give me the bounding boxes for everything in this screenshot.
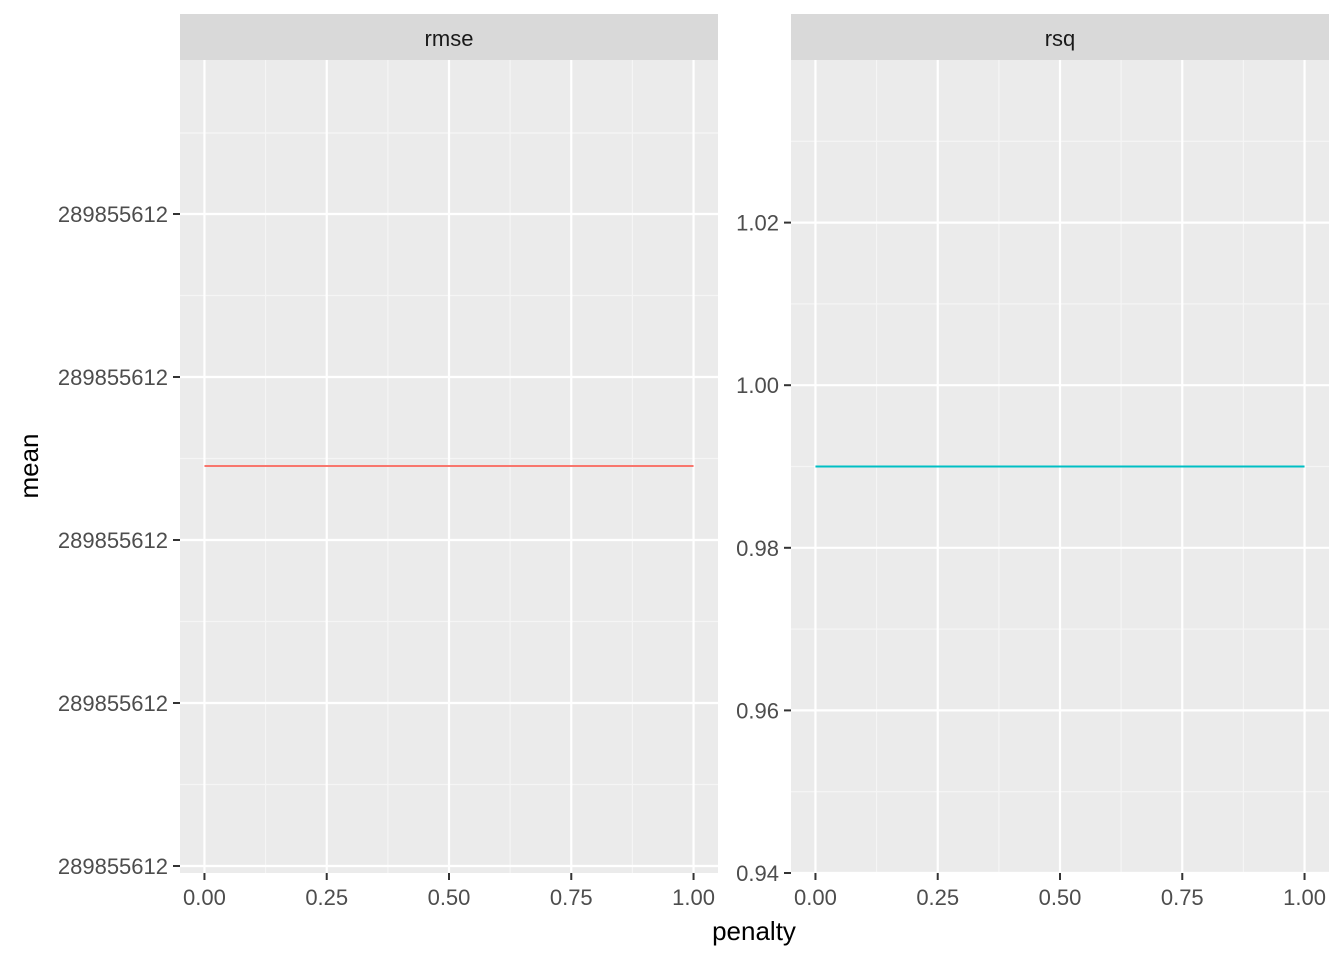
y-tick-label: 0.94 [736,861,779,886]
strip-background-rsq [791,14,1329,60]
x-tick-label: 0.50 [428,885,471,910]
y-tick-label: 289855612 [58,202,168,227]
y-tick-label: 0.96 [736,698,779,723]
y-tick-label: 289855612 [58,854,168,879]
x-tick-label: 0.00 [183,885,226,910]
strip-label-rmse: rmse [425,26,474,51]
x-axis-rsq: 0.00 0.25 0.50 0.75 1.00 [794,873,1326,910]
y-tick-label: 1.00 [736,373,779,398]
x-axis-title: penalty [712,916,796,946]
y-axis-title: mean [14,433,44,498]
panel-rmse: rmse 28985561228985561228985561228985561… [58,14,718,910]
x-tick-label: 1.00 [672,885,715,910]
x-tick-label: 0.75 [550,885,593,910]
y-tick-label: 289855612 [58,365,168,390]
x-axis-rmse: 0.00 0.25 0.50 0.75 1.00 [183,873,715,910]
strip-background-rmse [180,14,718,60]
x-tick-label: 0.25 [305,885,348,910]
x-tick-label: 0.75 [1161,885,1204,910]
y-axis-rmse: 289855612 289855612 289855612 289855612 2898… [58,202,180,879]
y-tick-label: 289855612 [58,528,168,553]
x-tick-label: 1.00 [1283,885,1326,910]
y-tick-label: 1.02 [736,211,779,236]
y-axis-rsq: 0.94 0.96 0.98 1.00 1.02 [736,211,791,886]
x-tick-label: 0.50 [1039,885,1082,910]
x-tick-label: 0.25 [916,885,959,910]
panel-rsq: rsq 0.94 0.96 0.98 1.00 1.02 0.00 0.25 0.50 0.7… [736,14,1329,910]
y-tick-label: 289855612 [58,691,168,716]
y-tick-label: 0.98 [736,536,779,561]
x-tick-label: 0.00 [794,885,837,910]
strip-label-rsq: rsq [1045,26,1076,51]
